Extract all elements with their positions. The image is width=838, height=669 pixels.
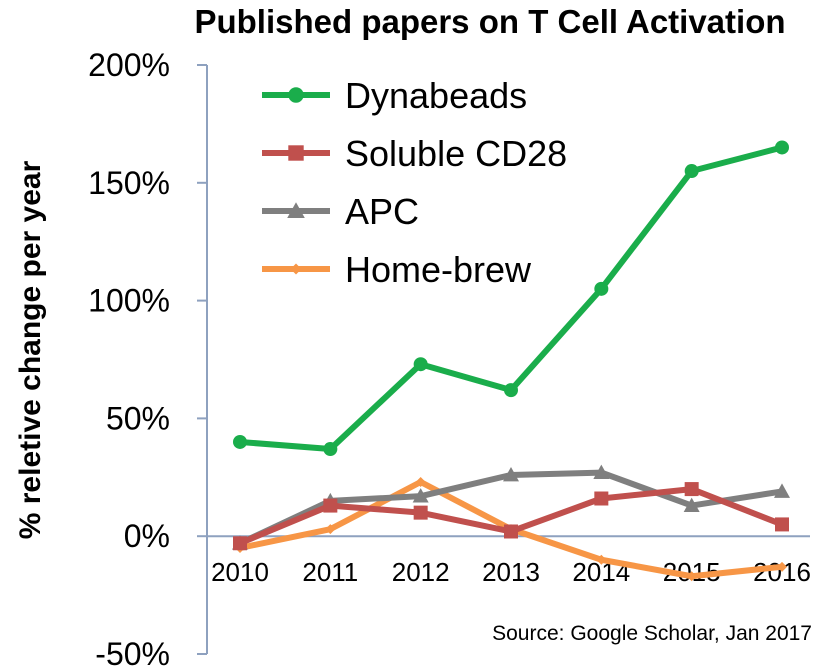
legend-label: Soluble CD28 <box>345 133 567 174</box>
data-point <box>233 536 247 551</box>
data-point <box>683 497 700 512</box>
x-tick-label: 2012 <box>392 557 450 587</box>
legend-label: Dynabeads <box>345 75 527 116</box>
y-tick-label: 150% <box>88 165 170 201</box>
data-point <box>288 87 304 103</box>
data-point <box>684 482 699 497</box>
data-point <box>233 434 247 449</box>
x-tick-label: 2016 <box>753 557 811 587</box>
legend-label: Home-brew <box>345 249 532 290</box>
data-point <box>593 464 610 479</box>
data-point <box>503 466 519 482</box>
data-point <box>774 483 790 498</box>
chart-title: Published papers on T Cell Activation <box>194 3 785 40</box>
series-lines <box>232 140 790 582</box>
data-point <box>287 202 305 219</box>
y-tick-label: 100% <box>88 283 170 319</box>
source-annotation: Source: Google Scholar, Jan 2017 <box>492 622 812 645</box>
y-axis-label: % reletive change per year <box>14 160 47 539</box>
data-point <box>412 488 429 503</box>
data-point <box>415 477 426 488</box>
legend-entry: Dynabeads <box>262 75 527 116</box>
y-tick-label: 0% <box>124 518 170 554</box>
data-point <box>596 554 607 565</box>
x-tick-label: 2013 <box>482 557 540 587</box>
data-point <box>686 571 697 582</box>
data-point <box>325 524 336 535</box>
y-tick-label: -50% <box>95 636 170 669</box>
legend-label: APC <box>345 191 419 232</box>
x-tick-label: 2010 <box>211 557 269 587</box>
y-tick-labels: -50% 0% 50% 100% 150% 200% <box>88 47 170 669</box>
data-point <box>288 145 304 161</box>
legend-entry: APC <box>262 191 419 232</box>
series-line <box>239 144 783 453</box>
data-point <box>413 505 428 520</box>
data-point <box>290 263 302 275</box>
y-tick-label: 200% <box>88 47 170 83</box>
data-point <box>413 357 428 372</box>
data-point <box>777 561 787 572</box>
y-tick-label: 50% <box>106 400 170 436</box>
legend-entry: Soluble CD28 <box>262 133 567 174</box>
data-point <box>504 383 518 398</box>
legend-entry: Home-brew <box>262 249 532 290</box>
series-dynabeads <box>233 140 789 457</box>
data-point <box>504 524 518 539</box>
x-tick-label: 2011 <box>302 557 358 587</box>
legend: Dynabeads Soluble CD28 APC Home-brew <box>262 75 567 290</box>
data-point <box>594 281 609 296</box>
data-point <box>775 140 789 155</box>
data-point <box>323 442 338 457</box>
data-point <box>594 491 609 506</box>
data-point <box>323 498 338 513</box>
data-point <box>684 164 699 179</box>
series-soluble-cd28 <box>233 482 789 551</box>
data-point <box>775 517 789 532</box>
